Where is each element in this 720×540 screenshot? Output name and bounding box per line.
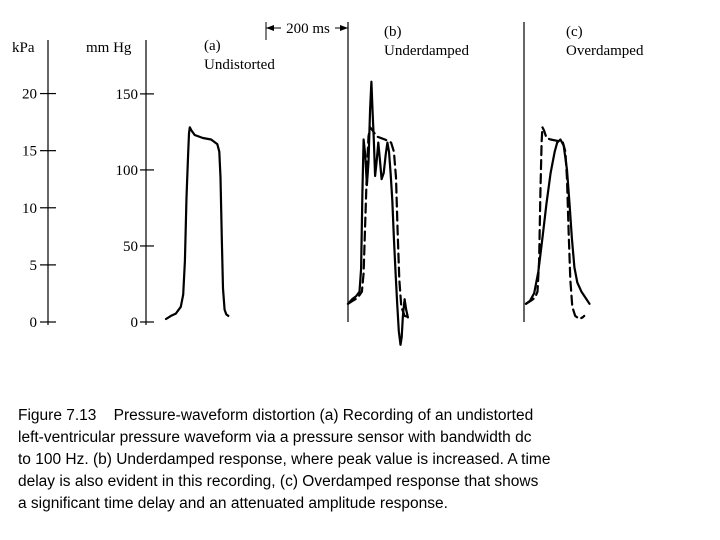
caption-line-5: a significant time delay and an attenuat… [18, 495, 448, 512]
kpa-ticks-group: 0 5 10 15 20 [22, 87, 56, 331]
panel-a-tag: (a) [204, 38, 221, 54]
kpa-tick-label: 15 [22, 144, 37, 160]
panel-c-name: Overdamped [566, 43, 644, 59]
kpa-tick-label: 20 [22, 87, 37, 103]
mmhg-tick-label: 100 [116, 163, 139, 179]
mmhg-tick-label: 50 [123, 239, 138, 255]
caption-line-1: Figure 7.13 Pressure-waveform distortion… [18, 405, 708, 427]
panel-b-name: Underdamped [384, 43, 469, 59]
waveform-a-solid [164, 126, 230, 321]
mmhg-tick-label: 0 [131, 315, 139, 331]
caption-line-4: delay is also evident in this recording,… [18, 473, 539, 490]
caption-line-2: left-ventricular pressure waveform via a… [18, 429, 532, 446]
caption-text-1: Pressure-waveform distortion (a) Recordi… [113, 407, 534, 424]
panel-b-tag: (b) [384, 24, 402, 40]
panel-c-tag: (c) [566, 24, 583, 40]
kpa-axis-label: kPa [12, 40, 35, 56]
waveform-b-solid [346, 80, 409, 346]
waveform-b-dashed [346, 126, 411, 319]
panel-a-name: Undistorted [204, 57, 275, 73]
kpa-tick-label: 0 [30, 315, 38, 331]
time-scale-label: 200 ms [286, 21, 330, 37]
waveform-traces-group [164, 80, 591, 346]
figure-caption: Figure 7.13 Pressure-waveform distortion… [18, 405, 708, 515]
time-scale-bar: 200 ms [265, 18, 349, 40]
mmhg-axis-label: mm Hg [86, 40, 132, 56]
caption-line-3: to 100 Hz. (b) Underdamped response, whe… [18, 451, 551, 468]
kpa-tick-label: 5 [30, 258, 38, 274]
mmhg-tick-label: 150 [116, 87, 139, 103]
waveform-c-solid [524, 138, 591, 305]
mmhg-ticks-group: 0 50 100 150 [116, 87, 154, 331]
kpa-tick-label: 10 [22, 201, 37, 217]
waveform-c-dashed [524, 126, 586, 321]
caption-figure-label: Figure 7.13 [18, 407, 97, 424]
